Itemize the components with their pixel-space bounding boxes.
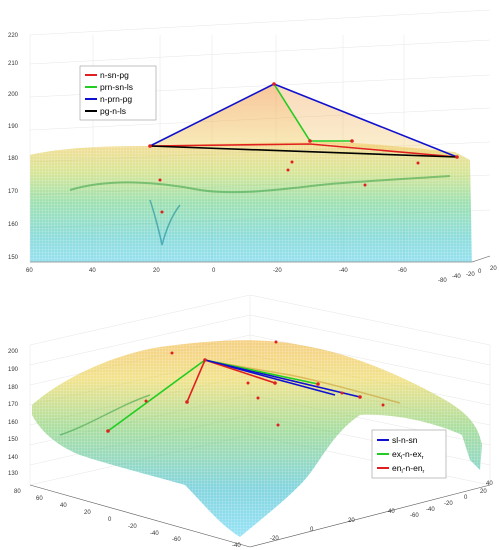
legend-item-pg-n-ls: pg-n-ls <box>85 106 126 116</box>
svg-text:40: 40 <box>60 503 67 509</box>
top-legend: n-sn-pg prn-sn-ls n-prn-pg pg-n-ls <box>79 65 157 121</box>
svg-text:20: 20 <box>84 510 91 516</box>
svg-text:60: 60 <box>26 268 33 274</box>
svg-text:n-sn-pg: n-sn-pg <box>100 70 129 80</box>
legend-item-en-n-en: enl-n-enr <box>377 463 425 475</box>
svg-text:pg-n-ls: pg-n-ls <box>100 106 126 116</box>
svg-text:0: 0 <box>464 495 468 501</box>
svg-text:-40: -40 <box>232 543 241 549</box>
svg-text:-20: -20 <box>270 536 279 542</box>
svg-text:20: 20 <box>348 518 355 524</box>
svg-text:-80: -80 <box>438 278 447 284</box>
svg-text:0: 0 <box>212 268 216 274</box>
svg-text:-60: -60 <box>398 268 407 274</box>
legend-item-sl-n-sn: sl-n-sn <box>377 435 418 445</box>
svg-text:-40: -40 <box>452 274 461 280</box>
top-3d-plot: 150 160 170 180 190 200 210 220 60 40 20… <box>8 9 497 284</box>
svg-text:40: 40 <box>89 268 96 274</box>
legend-item-prn-sn-ls: prn-sn-ls <box>85 82 133 92</box>
line-n-sn-pg <box>149 143 458 158</box>
bottom-axes <box>29 484 491 548</box>
svg-text:190: 190 <box>8 367 19 373</box>
svg-text:210: 210 <box>8 61 19 67</box>
svg-text:20: 20 <box>480 489 487 495</box>
line-pg-n-ls <box>149 145 458 158</box>
svg-text:20: 20 <box>153 268 160 274</box>
svg-text:-20: -20 <box>466 272 475 278</box>
svg-text:200: 200 <box>8 92 19 98</box>
svg-text:-60: -60 <box>410 513 419 519</box>
bottom-landmark-lines <box>107 359 361 432</box>
svg-text:0: 0 <box>310 527 314 533</box>
svg-text:60: 60 <box>36 496 43 502</box>
bottom-legend: sl-n-sn exl-n-exr enl-n-enr <box>371 429 447 479</box>
svg-text:0: 0 <box>478 269 482 275</box>
top-x-tick-labels: 60 40 20 0 -20 -40 -60 -80 -40 -20 0 20 <box>26 266 497 284</box>
bottom-3d-plot: 130 140 150 160 170 180 190 200 80 60 40… <box>8 294 493 549</box>
bottom-3d-plot-panel: 130 140 150 160 170 180 190 200 80 60 40… <box>0 285 499 550</box>
legend-item-ex-n-ex: exl-n-exr <box>377 449 424 461</box>
svg-text:190: 190 <box>8 124 19 130</box>
legend-item-n-sn-pg: n-sn-pg <box>85 70 129 80</box>
bottom-mid-axis-tick-labels: -40 -20 0 20 40 <box>232 509 395 549</box>
svg-text:150: 150 <box>8 437 19 443</box>
svg-text:exl-n-exr: exl-n-exr <box>392 449 424 461</box>
bottom-landmark-points <box>106 340 385 433</box>
svg-text:-40: -40 <box>339 268 348 274</box>
svg-text:160: 160 <box>8 222 19 228</box>
top-3d-plot-panel: 150 160 170 180 190 200 210 220 60 40 20… <box>8 9 497 284</box>
svg-text:-40: -40 <box>426 507 435 513</box>
svg-text:-20: -20 <box>444 501 453 507</box>
svg-text:20: 20 <box>490 266 497 272</box>
svg-text:sl-n-sn: sl-n-sn <box>392 435 418 445</box>
svg-text:prn-sn-ls: prn-sn-ls <box>100 82 133 92</box>
svg-text:-20: -20 <box>128 524 137 530</box>
svg-text:-20: -20 <box>273 268 282 274</box>
top-axes <box>30 255 491 263</box>
svg-text:0: 0 <box>108 517 112 523</box>
svg-text:130: 130 <box>8 471 19 477</box>
bottom-z-tick-labels: 130 140 150 160 170 180 190 200 <box>8 349 19 477</box>
top-landmark-points <box>148 82 459 214</box>
svg-text:180: 180 <box>8 385 19 391</box>
svg-text:170: 170 <box>8 402 19 408</box>
svg-text:160: 160 <box>8 420 19 426</box>
line-en-n-en <box>186 359 276 403</box>
svg-text:140: 140 <box>8 455 19 461</box>
svg-text:-40: -40 <box>150 531 159 537</box>
bottom-right-axis-tick-labels: -60 -40 -20 0 20 40 <box>410 481 493 519</box>
svg-text:n-prn-pg: n-prn-pg <box>100 94 132 104</box>
svg-text:170: 170 <box>8 189 19 195</box>
svg-text:180: 180 <box>8 156 19 162</box>
svg-text:-60: -60 <box>172 537 181 543</box>
svg-text:220: 220 <box>8 33 19 39</box>
svg-text:40: 40 <box>486 481 493 487</box>
top-z-tick-labels: 150 160 170 180 190 200 210 220 <box>8 33 19 261</box>
svg-text:200: 200 <box>8 349 19 355</box>
legend-item-n-prn-pg: n-prn-pg <box>85 94 132 104</box>
svg-text:40: 40 <box>388 509 395 515</box>
bottom-left-axis-tick-labels: 80 60 40 20 0 -20 -40 -60 <box>14 489 181 543</box>
svg-text:80: 80 <box>14 489 21 495</box>
svg-text:150: 150 <box>8 255 19 261</box>
svg-text:enl-n-enr: enl-n-enr <box>392 463 425 475</box>
